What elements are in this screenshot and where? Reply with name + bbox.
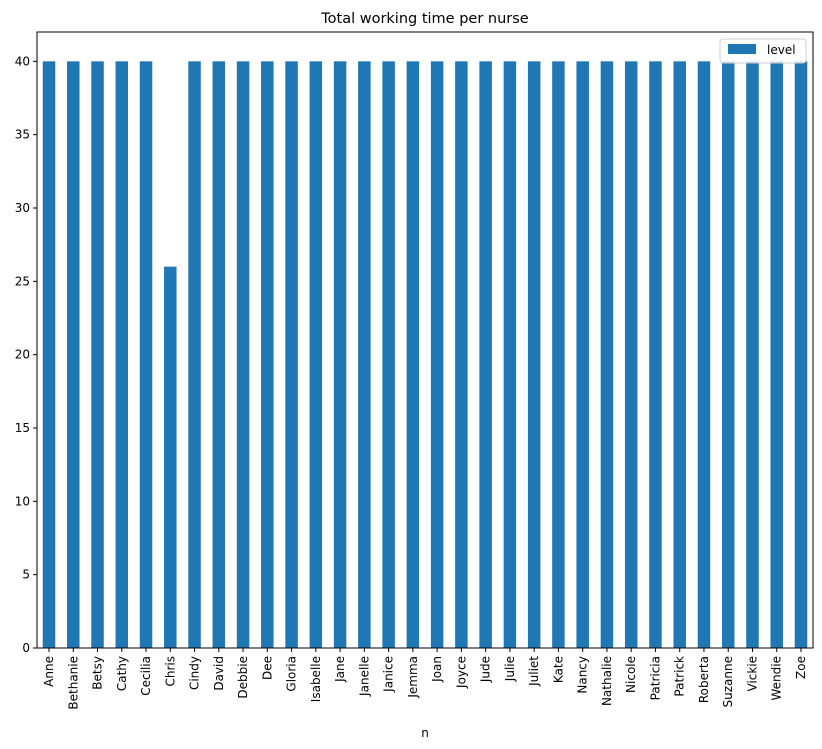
x-tick-label: Cindy [188, 656, 202, 690]
x-tick-label: Bethanie [66, 656, 80, 710]
bar-patricia [649, 61, 662, 649]
x-tick-label: Gloria [285, 656, 299, 692]
plot-frame [36, 31, 814, 649]
y-tick-label: 25 [15, 274, 30, 288]
y-tick-label: 15 [15, 421, 30, 435]
legend: level [719, 38, 807, 64]
legend-label: level [767, 43, 796, 57]
bar-isabelle [309, 61, 323, 649]
x-axis: Anne Bethanie Betsy Cathy Cecilia Chris Cindy D… [42, 648, 808, 710]
bar-nicole [624, 61, 638, 649]
x-tick-label: Cecilia [139, 656, 153, 696]
bar-jemma [406, 61, 420, 649]
y-tick-label: 35 [15, 128, 30, 142]
x-tick-label: Jude [479, 656, 493, 683]
bar-jane [333, 61, 347, 649]
x-tick-label: Joan [430, 656, 444, 683]
bar-cathy [115, 61, 129, 649]
y-tick-label: 5 [22, 568, 30, 582]
bar-chris [164, 266, 177, 648]
y-tick-label: 0 [22, 641, 30, 655]
bar-cecilia [139, 61, 153, 649]
x-tick-label: Janice [382, 656, 396, 693]
x-tick-label: Zoe [794, 656, 808, 679]
bar-anne [42, 61, 56, 649]
bar-janice [382, 61, 395, 649]
bar-david [212, 61, 226, 649]
y-tick-label: 10 [15, 494, 30, 508]
x-tick-label: Nancy [576, 656, 590, 694]
x-tick-label: Wendie [770, 656, 784, 700]
x-tick-label: Dee [260, 656, 274, 680]
x-tick-label: Juliet [527, 656, 541, 687]
x-tick-label: Janelle [357, 656, 371, 697]
bar-wendie [770, 61, 783, 649]
bar-roberta [697, 61, 711, 649]
bar-joan [430, 61, 444, 649]
x-tick-label: Vickie [745, 656, 759, 692]
y-tick-label: 40 [15, 54, 30, 68]
x-axis-label: n [421, 726, 429, 740]
y-axis: 0 5 10 15 20 25 30 35 40 [15, 54, 37, 655]
x-tick-label: Debbie [236, 656, 250, 699]
x-tick-label: Patrick [673, 656, 687, 697]
legend-swatch [728, 44, 756, 54]
bar-vickie [746, 61, 759, 649]
bar-bethanie [67, 61, 80, 649]
x-tick-label: Cathy [115, 656, 129, 691]
x-tick-label: Anne [42, 656, 56, 687]
bar-kate [552, 61, 565, 649]
x-tick-label: Julie [503, 656, 517, 682]
bar-janelle [358, 61, 371, 649]
bar-juliet [527, 61, 541, 649]
x-tick-label: Jemma [406, 656, 420, 699]
bar-debbie [236, 61, 250, 649]
x-tick-label: Kate [551, 656, 565, 683]
bar-joyce [455, 61, 468, 649]
y-tick-label: 20 [15, 348, 30, 362]
x-tick-label: Roberta [697, 656, 711, 703]
bar-nancy [576, 61, 589, 649]
x-tick-label: Jane [333, 656, 347, 683]
x-tick-label: Nathalie [600, 656, 614, 706]
bar-nathalie [600, 61, 614, 649]
x-tick-label: Joyce [454, 656, 468, 689]
bar-cindy [188, 61, 201, 649]
bars-group [42, 61, 808, 649]
x-tick-label: Suzanne [721, 656, 735, 707]
bar-zoe [794, 61, 808, 649]
bar-suzanne [721, 61, 735, 649]
chart-title: Total working time per nurse [320, 11, 529, 27]
x-tick-label: Nicole [624, 656, 638, 693]
x-tick-label: Chris [163, 656, 177, 687]
bar-gloria [285, 61, 298, 649]
x-tick-label: David [212, 656, 226, 691]
bar-betsy [91, 61, 104, 649]
bar-dee [261, 61, 274, 649]
bar-patrick [673, 61, 686, 649]
bar-jude [479, 61, 492, 649]
x-tick-label: Patricia [648, 656, 662, 700]
bar-julie [503, 61, 517, 649]
y-tick-label: 30 [15, 201, 30, 215]
x-tick-label: Betsy [91, 656, 105, 690]
x-tick-label: Isabelle [309, 656, 323, 702]
